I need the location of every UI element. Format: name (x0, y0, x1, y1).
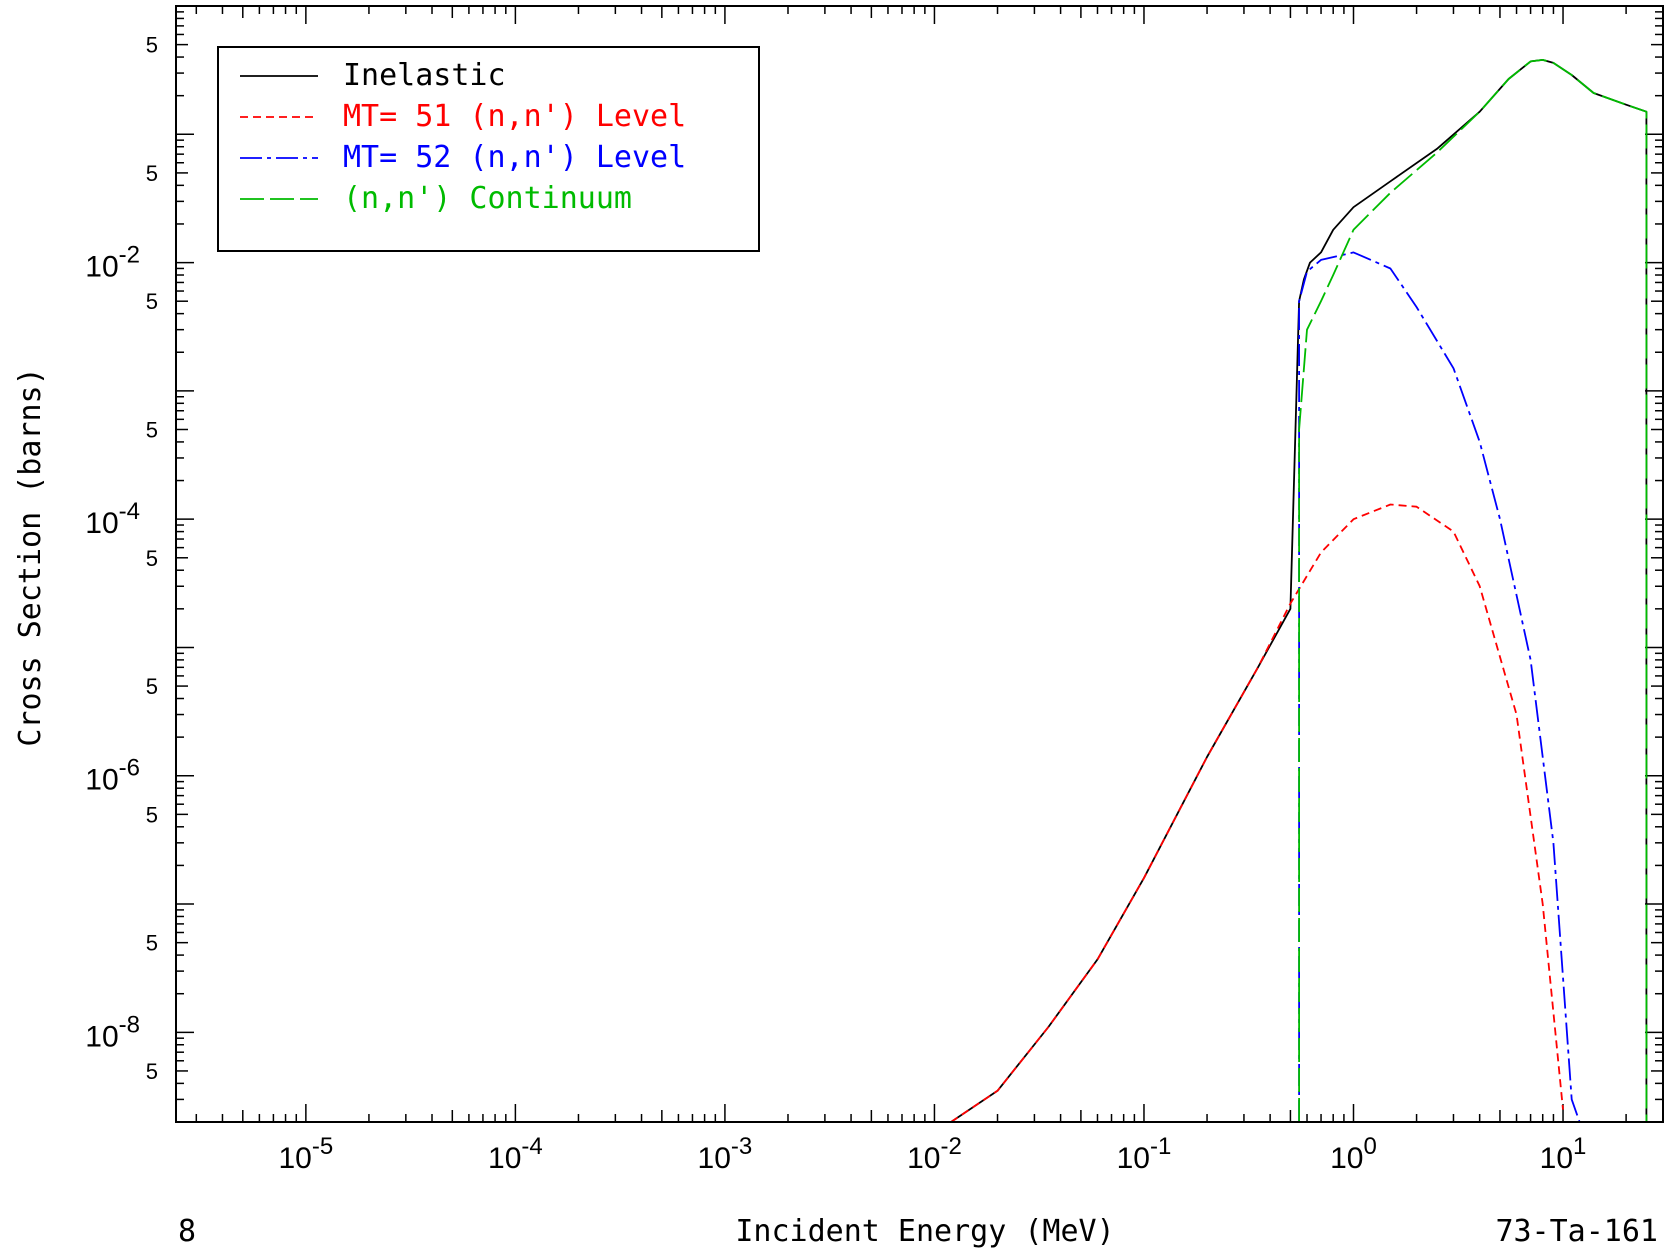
y-minor-tick-label: 5 (146, 802, 158, 827)
y-tick-label: 10-4 (85, 498, 140, 540)
footer-right: 73-Ta-161 (1495, 1214, 1658, 1249)
y-minor-tick-label: 5 (146, 417, 158, 442)
series-line-3 (1298, 59, 1648, 1122)
x-tick-label: 10-4 (488, 1133, 543, 1175)
legend-label-3: (n,n') Continuum (343, 181, 632, 216)
axis-ticks: 10-5 10-4 10-3 10-2 10-1 100 101 10-2 10-4 10-6 10… (85, 5, 1664, 1175)
x-tick-label: 10-2 (907, 1133, 962, 1175)
legend-label-0: Inelastic (343, 58, 506, 93)
series-layer (950, 59, 1648, 1122)
y-minor-tick-label: 5 (146, 674, 158, 699)
y-minor-tick-label: 5 (146, 161, 158, 186)
legend: Inelastic MT= 51 (n,n') Level MT= 52 (n,n'… (217, 46, 760, 252)
y-minor-tick-label: 5 (146, 33, 158, 58)
x-tick-label: 10-1 (1117, 1133, 1172, 1175)
y-tick-label: 10-6 (85, 755, 140, 797)
y-minor-tick-label: 5 (146, 546, 158, 571)
y-axis-label: Cross Section (barns) (13, 367, 48, 746)
y-minor-tick-label: 5 (146, 931, 158, 956)
axis-labels: Incident Energy (MeV) Cross Section (bar… (13, 367, 1658, 1249)
x-tick-label: 101 (1540, 1133, 1587, 1175)
y-minor-tick-label: 5 (146, 289, 158, 314)
series-line-2 (1298, 251, 1581, 1122)
x-axis-label: Incident Energy (MeV) (735, 1214, 1114, 1249)
legend-label-1: MT= 51 (n,n') Level (343, 99, 686, 134)
y-tick-label: 10-8 (85, 1011, 140, 1053)
x-tick-label: 100 (1330, 1133, 1377, 1175)
x-tick-label: 10-5 (279, 1133, 334, 1175)
y-minor-tick-label: 5 (146, 1059, 158, 1084)
legend-label-2: MT= 52 (n,n') Level (343, 140, 686, 175)
x-tick-label: 10-3 (698, 1133, 753, 1175)
legend-box (217, 46, 760, 252)
y-tick-label: 10-2 (85, 242, 140, 284)
plot-frame (175, 5, 1664, 1123)
series-line-1 (950, 503, 1564, 1122)
footer-left: 8 (178, 1214, 196, 1249)
